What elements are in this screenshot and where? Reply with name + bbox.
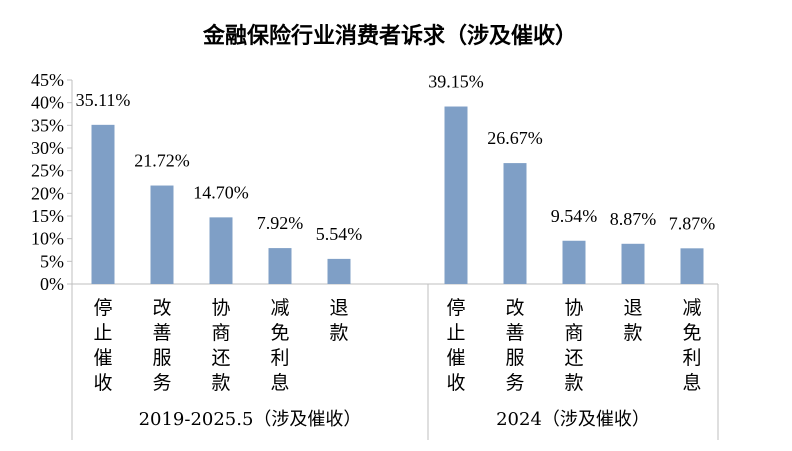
category-label: 止 bbox=[446, 322, 465, 344]
category-label: 利 bbox=[682, 347, 701, 369]
category-label: 利 bbox=[270, 347, 289, 369]
bar bbox=[444, 106, 468, 285]
category-label: 还 bbox=[564, 347, 583, 369]
bar bbox=[150, 185, 174, 284]
chart-title: 金融保险行业消费者诉求（涉及催收） bbox=[202, 23, 577, 49]
category-label: 停 bbox=[93, 297, 112, 319]
category-label: 务 bbox=[505, 372, 524, 394]
y-tick-label: 15% bbox=[31, 206, 64, 226]
data-label: 7.87% bbox=[669, 213, 716, 233]
y-tick-label: 0% bbox=[40, 274, 64, 294]
bar bbox=[327, 258, 351, 284]
category-label: 改 bbox=[152, 297, 171, 319]
category-label: 催 bbox=[93, 347, 112, 369]
y-tick-label: 45% bbox=[31, 70, 64, 90]
group-label: 2024（涉及催收） bbox=[496, 409, 650, 430]
category-label: 善 bbox=[152, 322, 171, 344]
data-label: 7.92% bbox=[257, 213, 304, 233]
category-label: 免 bbox=[682, 322, 701, 344]
category-label: 息 bbox=[270, 372, 289, 394]
bar bbox=[209, 217, 233, 284]
data-label: 9.54% bbox=[551, 206, 598, 226]
category-label: 减 bbox=[270, 297, 289, 319]
group-label: 2019-2025.5（涉及催收） bbox=[139, 409, 362, 430]
category-label: 还 bbox=[211, 347, 230, 369]
bar bbox=[268, 248, 292, 284]
category-label: 协 bbox=[564, 297, 583, 319]
data-label: 14.70% bbox=[193, 182, 249, 202]
category-label: 停 bbox=[446, 297, 465, 319]
category-label: 退 bbox=[623, 297, 642, 319]
category-label: 免 bbox=[270, 322, 289, 344]
bar bbox=[91, 124, 115, 285]
y-tick-label: 25% bbox=[31, 161, 64, 181]
category-label: 务 bbox=[152, 372, 171, 394]
y-tick-label: 40% bbox=[31, 93, 64, 113]
y-tick-label: 5% bbox=[40, 251, 64, 271]
category-label: 善 bbox=[505, 322, 524, 344]
category-label: 商 bbox=[564, 322, 583, 344]
category-label: 款 bbox=[623, 322, 642, 344]
category-label: 款 bbox=[329, 322, 348, 344]
group-labels: 2019-2025.5（涉及催收） 2024（涉及催收） bbox=[139, 409, 650, 430]
y-tick-label: 10% bbox=[31, 229, 64, 249]
category-label: 催 bbox=[446, 347, 465, 369]
bar bbox=[503, 163, 527, 284]
data-label: 5.54% bbox=[316, 224, 363, 244]
bar bbox=[562, 240, 586, 284]
category-label: 协 bbox=[211, 297, 230, 319]
category-label: 商 bbox=[211, 322, 230, 344]
bar bbox=[621, 243, 645, 284]
category-label: 收 bbox=[93, 372, 112, 394]
data-label: 21.72% bbox=[134, 151, 190, 171]
data-label: 39.15% bbox=[428, 72, 484, 92]
data-label: 35.11% bbox=[76, 90, 131, 110]
y-tick-label: 20% bbox=[31, 183, 64, 203]
bar bbox=[680, 248, 704, 284]
y-tick-label: 35% bbox=[31, 115, 64, 135]
data-labels: 35.11% 21.72%14.70% 7.92% 5.54% 39.15% 26.67%… bbox=[76, 72, 716, 244]
bars bbox=[91, 106, 704, 285]
category-label: 服 bbox=[505, 347, 524, 369]
category-label: 息 bbox=[682, 372, 701, 394]
data-label: 8.87% bbox=[610, 209, 657, 229]
data-label: 26.67% bbox=[487, 128, 543, 148]
category-label: 款 bbox=[564, 372, 583, 394]
category-label: 收 bbox=[446, 372, 465, 394]
y-tick-label: 30% bbox=[31, 138, 64, 158]
category-label: 改 bbox=[505, 297, 524, 319]
category-label: 款 bbox=[211, 372, 230, 394]
category-label: 服 bbox=[152, 347, 171, 369]
y-axis: 0% 5%10% 15% 20%25% 30% 35%40% 45% bbox=[31, 70, 719, 440]
category-label: 止 bbox=[93, 322, 112, 344]
category-label: 减 bbox=[682, 297, 701, 319]
category-label: 退 bbox=[329, 297, 348, 319]
